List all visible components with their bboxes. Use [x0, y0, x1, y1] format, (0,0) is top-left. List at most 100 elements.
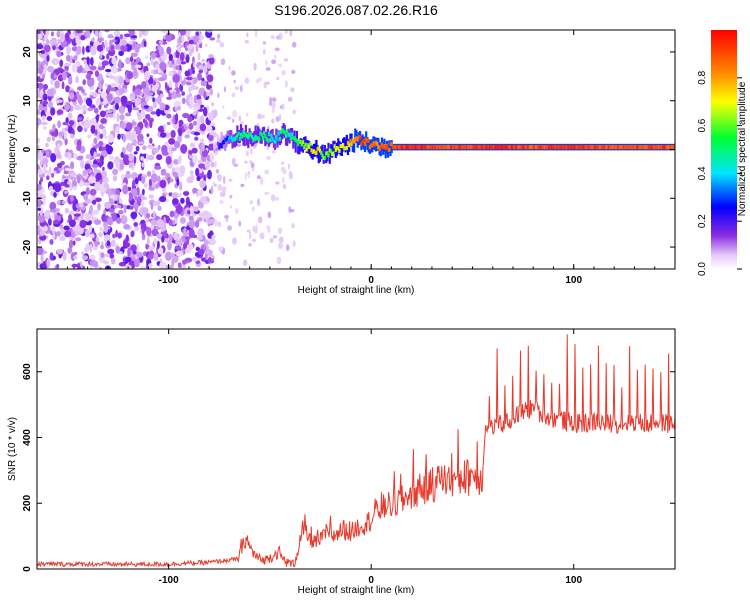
noise-speck — [49, 239, 54, 245]
noise-speck — [191, 76, 198, 84]
noise-speck — [100, 118, 107, 124]
noise-speck — [99, 110, 106, 118]
trace-halo — [315, 139, 318, 153]
trace-halo — [266, 128, 269, 142]
noise-speck — [91, 37, 96, 42]
noise-speck — [62, 71, 67, 81]
noise-speck — [154, 165, 162, 170]
noise-speck — [127, 247, 131, 257]
trace-core — [396, 145, 399, 150]
trace-core — [282, 129, 285, 134]
noise-speck — [39, 73, 44, 79]
noise-speck — [68, 92, 75, 100]
noise-speck — [184, 134, 190, 139]
noise-speck — [57, 120, 61, 128]
trace-core — [478, 145, 481, 150]
trace-halo — [242, 132, 245, 146]
noise-speck — [135, 145, 140, 152]
trace-halo — [316, 145, 319, 159]
trace-core — [530, 145, 533, 150]
trace-core — [401, 145, 404, 150]
noise-speck — [117, 205, 122, 209]
noise-speck — [99, 155, 104, 162]
noise-speck — [192, 120, 197, 126]
trace-halo — [388, 140, 391, 154]
noise-speck — [233, 79, 236, 84]
noise-speck — [183, 227, 187, 236]
noise-speck — [217, 92, 220, 98]
noise-speck — [203, 106, 208, 117]
noise-speck — [203, 63, 208, 74]
noise-speck — [130, 61, 137, 66]
noise-speck — [179, 52, 185, 62]
trace-core — [311, 150, 314, 154]
noise-speck — [61, 200, 66, 205]
noise-speck — [147, 96, 154, 100]
noise-speck — [37, 137, 41, 144]
trace-core — [335, 146, 339, 150]
noise-speck — [64, 190, 68, 194]
noise-speck — [130, 244, 137, 252]
trace-core — [315, 151, 318, 155]
noise-speck — [214, 219, 218, 227]
trace-core — [224, 137, 227, 142]
noise-speck — [83, 182, 91, 187]
trace-core — [638, 145, 641, 150]
noise-speck — [166, 46, 172, 55]
trace-halo — [243, 133, 246, 147]
noise-speck — [101, 100, 108, 105]
noise-speck — [255, 224, 258, 230]
noise-speck — [66, 45, 71, 55]
noise-speck — [116, 112, 120, 123]
trace-core — [461, 145, 464, 150]
trace-core — [320, 150, 323, 155]
noise-speck — [95, 97, 101, 106]
noise-speck — [118, 209, 124, 215]
noise-speck — [81, 88, 85, 94]
noise-speck — [145, 152, 149, 163]
noise-speck — [79, 202, 84, 208]
noise-speck — [253, 62, 257, 71]
noise-speck — [205, 249, 213, 256]
trace-core — [242, 130, 245, 135]
trace-core — [345, 145, 348, 150]
noise-speck — [37, 76, 41, 83]
noise-speck — [207, 112, 215, 121]
trace-core — [558, 145, 561, 150]
noise-speck — [243, 259, 248, 266]
trace-halo — [277, 130, 280, 144]
noise-speck — [159, 93, 164, 98]
noise-speck — [52, 123, 56, 132]
trace-core — [263, 131, 266, 136]
trace-core — [270, 133, 273, 138]
noise-speck — [64, 167, 71, 172]
trace-core — [501, 145, 504, 150]
trace-core — [417, 145, 420, 150]
noise-speck — [57, 162, 63, 169]
trace-core — [466, 145, 469, 150]
colorbar-ticks: 0.0 0.2 0.4 0.6 0.8 — [697, 70, 742, 276]
noise-speck — [153, 98, 160, 103]
noise-speck — [192, 154, 198, 164]
noise-speck — [104, 104, 108, 109]
trace-core — [455, 145, 458, 150]
trace-core — [574, 145, 577, 150]
noise-speck — [267, 211, 272, 219]
trace-halo — [377, 137, 380, 151]
trace-core — [593, 145, 596, 150]
noise-speck — [270, 35, 275, 40]
noise-speck — [110, 257, 116, 265]
trace-core — [555, 145, 559, 150]
noise-speck — [158, 46, 165, 57]
noise-speck — [159, 102, 166, 111]
noise-speck — [42, 100, 48, 106]
trace-core — [514, 145, 517, 150]
noise-speck — [47, 66, 55, 73]
trace-core — [579, 145, 582, 150]
trace-core — [597, 145, 600, 150]
trace-core — [280, 129, 283, 134]
noise-speck — [250, 162, 255, 169]
noise-speck — [175, 250, 183, 257]
trace-core — [653, 145, 656, 150]
noise-speck — [197, 189, 204, 197]
